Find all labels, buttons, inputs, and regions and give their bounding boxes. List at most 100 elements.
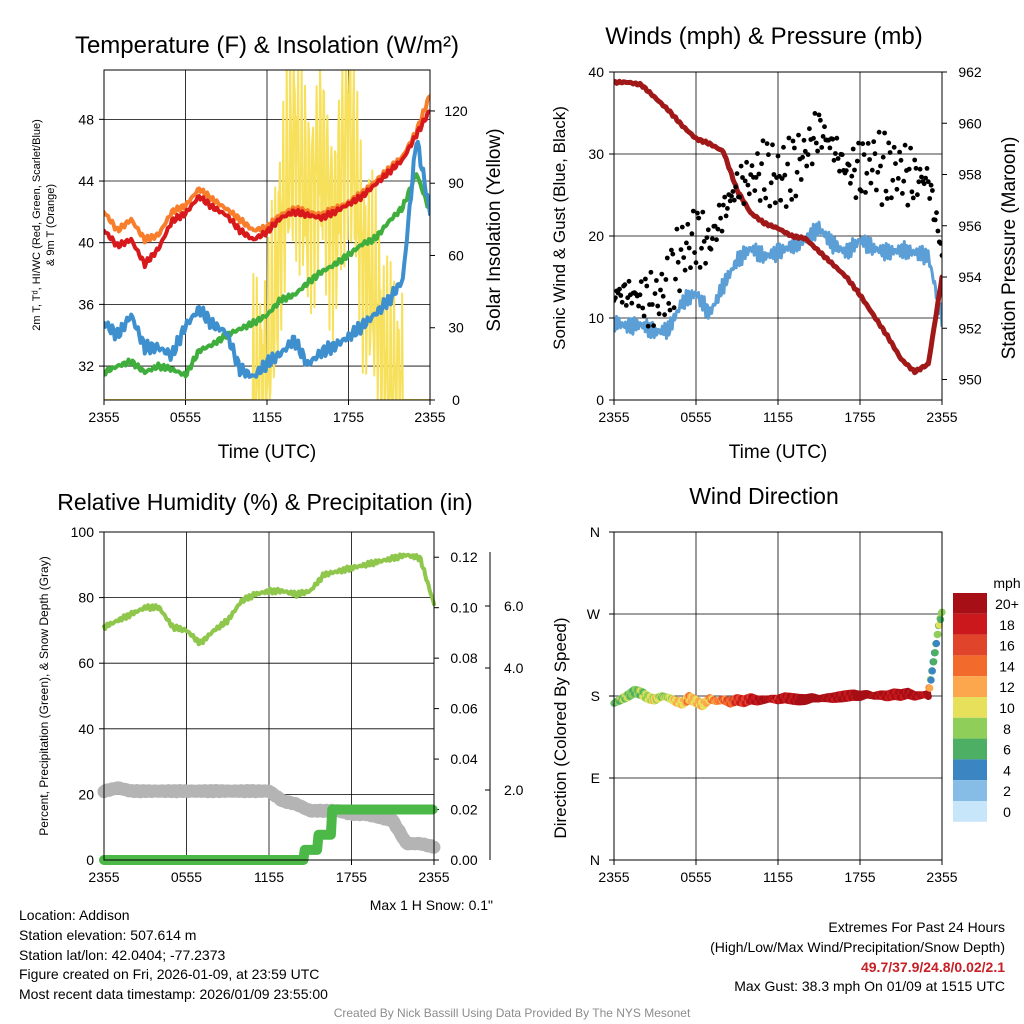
- gust-point: [692, 250, 697, 256]
- gust-point: [856, 140, 861, 146]
- gust-point: [781, 144, 786, 150]
- y2-tick-label: 0.04: [450, 751, 477, 767]
- gust-point: [622, 282, 628, 288]
- y-tick-label: N: [590, 852, 600, 868]
- x-tick-label: 0555: [170, 409, 201, 425]
- x-tick-label: 1755: [844, 409, 875, 425]
- gust-point: [875, 169, 881, 175]
- gust-point: [786, 135, 792, 141]
- y-tick-label: 40: [588, 64, 604, 80]
- chart-title: Temperature (F) & Insolation (W/m²): [75, 32, 459, 59]
- gust-point: [745, 182, 751, 188]
- y-tick-label: 32: [78, 358, 94, 374]
- y-tick-label: 0: [86, 852, 94, 868]
- y-tick-label: 20: [78, 786, 94, 802]
- gust-point: [794, 169, 800, 175]
- gust-point: [696, 215, 702, 221]
- gust-point: [805, 152, 811, 158]
- gust-point: [935, 228, 941, 234]
- gust-point: [626, 278, 632, 284]
- gust-point: [868, 180, 874, 186]
- latlon-text: Station lat/lon: 42.0404; -77.2373: [19, 946, 226, 963]
- gust-point: [763, 195, 769, 201]
- y-tick-label: S: [591, 688, 600, 704]
- gust-point: [768, 180, 774, 186]
- gust-point: [775, 153, 781, 159]
- gust-point: [813, 140, 819, 146]
- x-tick-label: 0555: [680, 869, 711, 885]
- gust-point: [852, 167, 857, 173]
- gust-point: [895, 176, 901, 181]
- gust-point: [730, 189, 736, 194]
- legend-swatch: [953, 780, 987, 801]
- gust-point: [740, 175, 745, 180]
- plot-frame: [613, 531, 943, 861]
- gust-point: [863, 190, 868, 195]
- y2-tick-label: 0: [452, 392, 460, 408]
- gust-point: [637, 292, 643, 298]
- legend-swatch: [953, 697, 987, 718]
- gust-point: [917, 166, 923, 172]
- gust-point: [802, 148, 808, 154]
- gust-point: [901, 178, 907, 184]
- gust-point: [928, 182, 934, 188]
- gust-point: [876, 129, 882, 135]
- y2-tick-label: 0.00: [450, 852, 477, 868]
- gust-point: [700, 209, 706, 215]
- y-tick-label: 100: [71, 524, 95, 540]
- gust-point: [663, 277, 669, 282]
- gust-point: [867, 157, 872, 162]
- direction-point: [924, 692, 932, 701]
- y2-tick-label: 958: [958, 167, 982, 183]
- gust-point: [837, 168, 842, 174]
- gust-point: [913, 165, 919, 171]
- gust-point: [872, 151, 878, 157]
- gust-point: [705, 227, 711, 233]
- gust-point: [679, 224, 685, 230]
- legend-swatch: [953, 613, 987, 635]
- gust-point: [684, 240, 689, 246]
- gust-point: [669, 247, 674, 253]
- gust-point: [861, 152, 867, 158]
- gust-point: [716, 202, 722, 208]
- gust-point: [755, 151, 760, 157]
- gust-point: [704, 235, 710, 241]
- gust-point: [752, 188, 758, 194]
- plot-frame: [103, 69, 431, 401]
- gust-point: [670, 251, 676, 257]
- y-axis-label-line2: & 9m T (Orange): [45, 184, 57, 266]
- legend-swatch: [953, 593, 987, 614]
- credit-text: Created By Nick Bassill Using Data Provi…: [333, 1006, 691, 1020]
- legend-label: 18: [999, 617, 1015, 633]
- legend-swatch: [953, 801, 987, 822]
- gust-point: [925, 179, 931, 185]
- series-snow-depth: [97, 781, 441, 854]
- y-tick-label: 44: [78, 173, 94, 189]
- gust-point: [909, 189, 915, 195]
- y-tick-label: 0: [596, 392, 604, 408]
- station-info: Location: Addison Station elevation: 507…: [19, 906, 328, 1005]
- gust-point: [772, 200, 778, 206]
- gust-point: [894, 186, 900, 192]
- series-station-pressure: [614, 78, 942, 376]
- gust-point: [733, 184, 738, 190]
- snow-note: Max 1 H Snow: 0.1": [370, 897, 493, 913]
- x-tick-label: 1155: [252, 409, 282, 425]
- legend-label: 2: [1003, 783, 1011, 799]
- gust-point: [673, 276, 678, 282]
- gust-point: [655, 303, 661, 309]
- gust-point: [893, 161, 898, 167]
- y-tick-label: 48: [78, 111, 94, 127]
- y-tick-label: 40: [78, 235, 94, 251]
- gust-point: [801, 137, 807, 143]
- gust-point: [649, 302, 655, 307]
- gust-point: [725, 206, 730, 211]
- gust-point: [722, 194, 728, 200]
- gust-point: [757, 198, 763, 203]
- x-tick-label: 2355: [414, 409, 445, 425]
- x-tick-label: 2355: [88, 869, 119, 885]
- direction-point: [934, 630, 942, 638]
- gust-point: [910, 195, 916, 201]
- gust-point: [793, 193, 799, 199]
